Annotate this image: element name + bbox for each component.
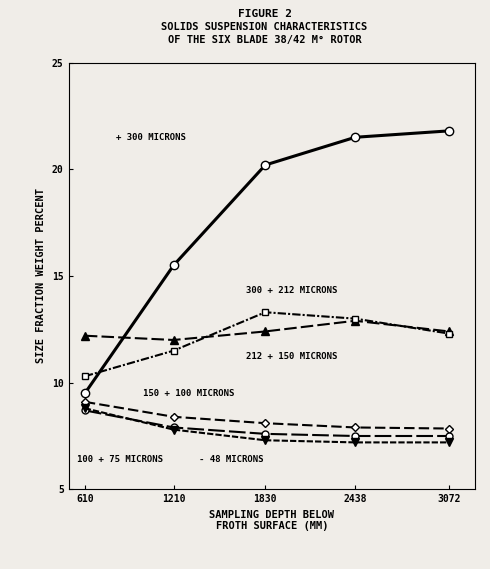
Text: + 300 MICRONS: + 300 MICRONS — [116, 133, 186, 142]
X-axis label: SAMPLING DEPTH BELOW
FROTH SURFACE (MM): SAMPLING DEPTH BELOW FROTH SURFACE (MM) — [209, 510, 335, 531]
Text: 150 + 100 MICRONS: 150 + 100 MICRONS — [143, 389, 234, 398]
Text: - 48 MICRONS: - 48 MICRONS — [199, 455, 263, 464]
Text: FIGURE 2: FIGURE 2 — [238, 9, 292, 19]
Text: 212 + 150 MICRONS: 212 + 150 MICRONS — [246, 352, 338, 361]
Text: SOLIDS SUSPENSION CHARACTERISTICS
OF THE SIX BLADE 38/42 M° ROTOR: SOLIDS SUSPENSION CHARACTERISTICS OF THE… — [162, 22, 368, 45]
Text: 100 + 75 MICRONS: 100 + 75 MICRONS — [77, 455, 164, 464]
Y-axis label: SIZE FRACTION WEIGHT PERCENT: SIZE FRACTION WEIGHT PERCENT — [36, 188, 47, 364]
Text: 300 + 212 MICRONS: 300 + 212 MICRONS — [246, 286, 338, 295]
